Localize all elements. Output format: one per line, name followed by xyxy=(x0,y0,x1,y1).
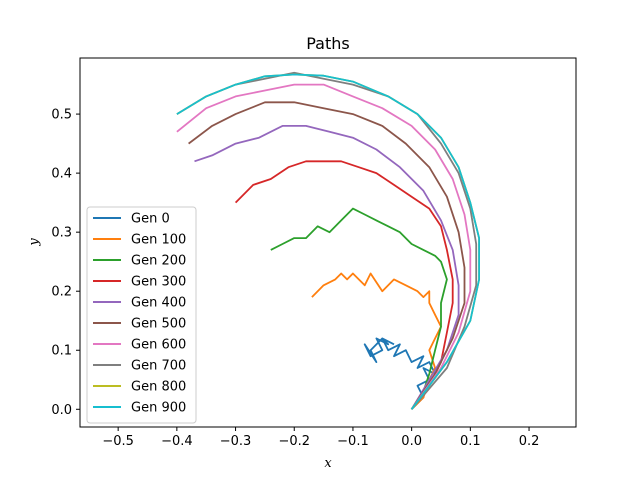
legend-label: Gen 700 xyxy=(131,359,186,374)
x-tick-label: −0.1 xyxy=(337,434,369,449)
series-line-1 xyxy=(311,272,442,410)
y-axis-ticks: 0.0 0.1 0.2 0.3 0.4 0.5 xyxy=(51,108,80,418)
legend-label: Gen 600 xyxy=(131,338,186,353)
y-tick-label: 0.1 xyxy=(51,344,72,359)
y-tick-label: 0.5 xyxy=(51,108,72,123)
series-line-3 xyxy=(234,160,454,410)
x-tick-label: −0.3 xyxy=(220,434,252,449)
legend-label: Gen 100 xyxy=(131,233,186,248)
legend: Gen 0 Gen 100 Gen 200 Gen 300 Gen 400 Gen 500… xyxy=(86,206,197,424)
series-line-6 xyxy=(176,83,472,410)
legend-label: Gen 900 xyxy=(131,401,186,416)
plot-frame xyxy=(79,57,577,428)
legend-label: Gen 800 xyxy=(131,380,186,395)
legend-label: Gen 200 xyxy=(131,254,186,269)
y-tick-label: 0.2 xyxy=(51,285,72,300)
x-tick-label: 0.0 xyxy=(401,434,422,449)
x-axis-ticks: −0.5 −0.4 −0.3 −0.2 −0.1 0.0 0.1 0.2 xyxy=(102,427,539,449)
legend-label: Gen 0 xyxy=(131,212,170,227)
legend-label: Gen 500 xyxy=(131,317,186,332)
x-tick-label: 0.1 xyxy=(460,434,481,449)
series-line-5 xyxy=(188,101,466,410)
x-tick-label: 0.2 xyxy=(519,434,540,449)
y-tick-label: 0.3 xyxy=(51,226,72,241)
series-line-9 xyxy=(176,73,481,410)
x-axis-label: x xyxy=(324,456,332,471)
chart-title: Paths xyxy=(306,34,349,53)
x-tick-label: −0.5 xyxy=(102,434,134,449)
legend-label: Gen 400 xyxy=(131,296,186,311)
y-axis-label: y xyxy=(27,238,42,247)
y-tick-label: 0.4 xyxy=(51,167,72,182)
x-tick-label: −0.2 xyxy=(278,434,310,449)
plot-lines xyxy=(176,71,481,410)
legend-label: Gen 300 xyxy=(131,275,186,290)
y-tick-label: 0.0 xyxy=(51,403,72,418)
series-line-0 xyxy=(363,337,437,410)
x-tick-label: −0.4 xyxy=(161,434,193,449)
series-line-2 xyxy=(270,207,448,410)
series-line-4 xyxy=(194,125,460,410)
